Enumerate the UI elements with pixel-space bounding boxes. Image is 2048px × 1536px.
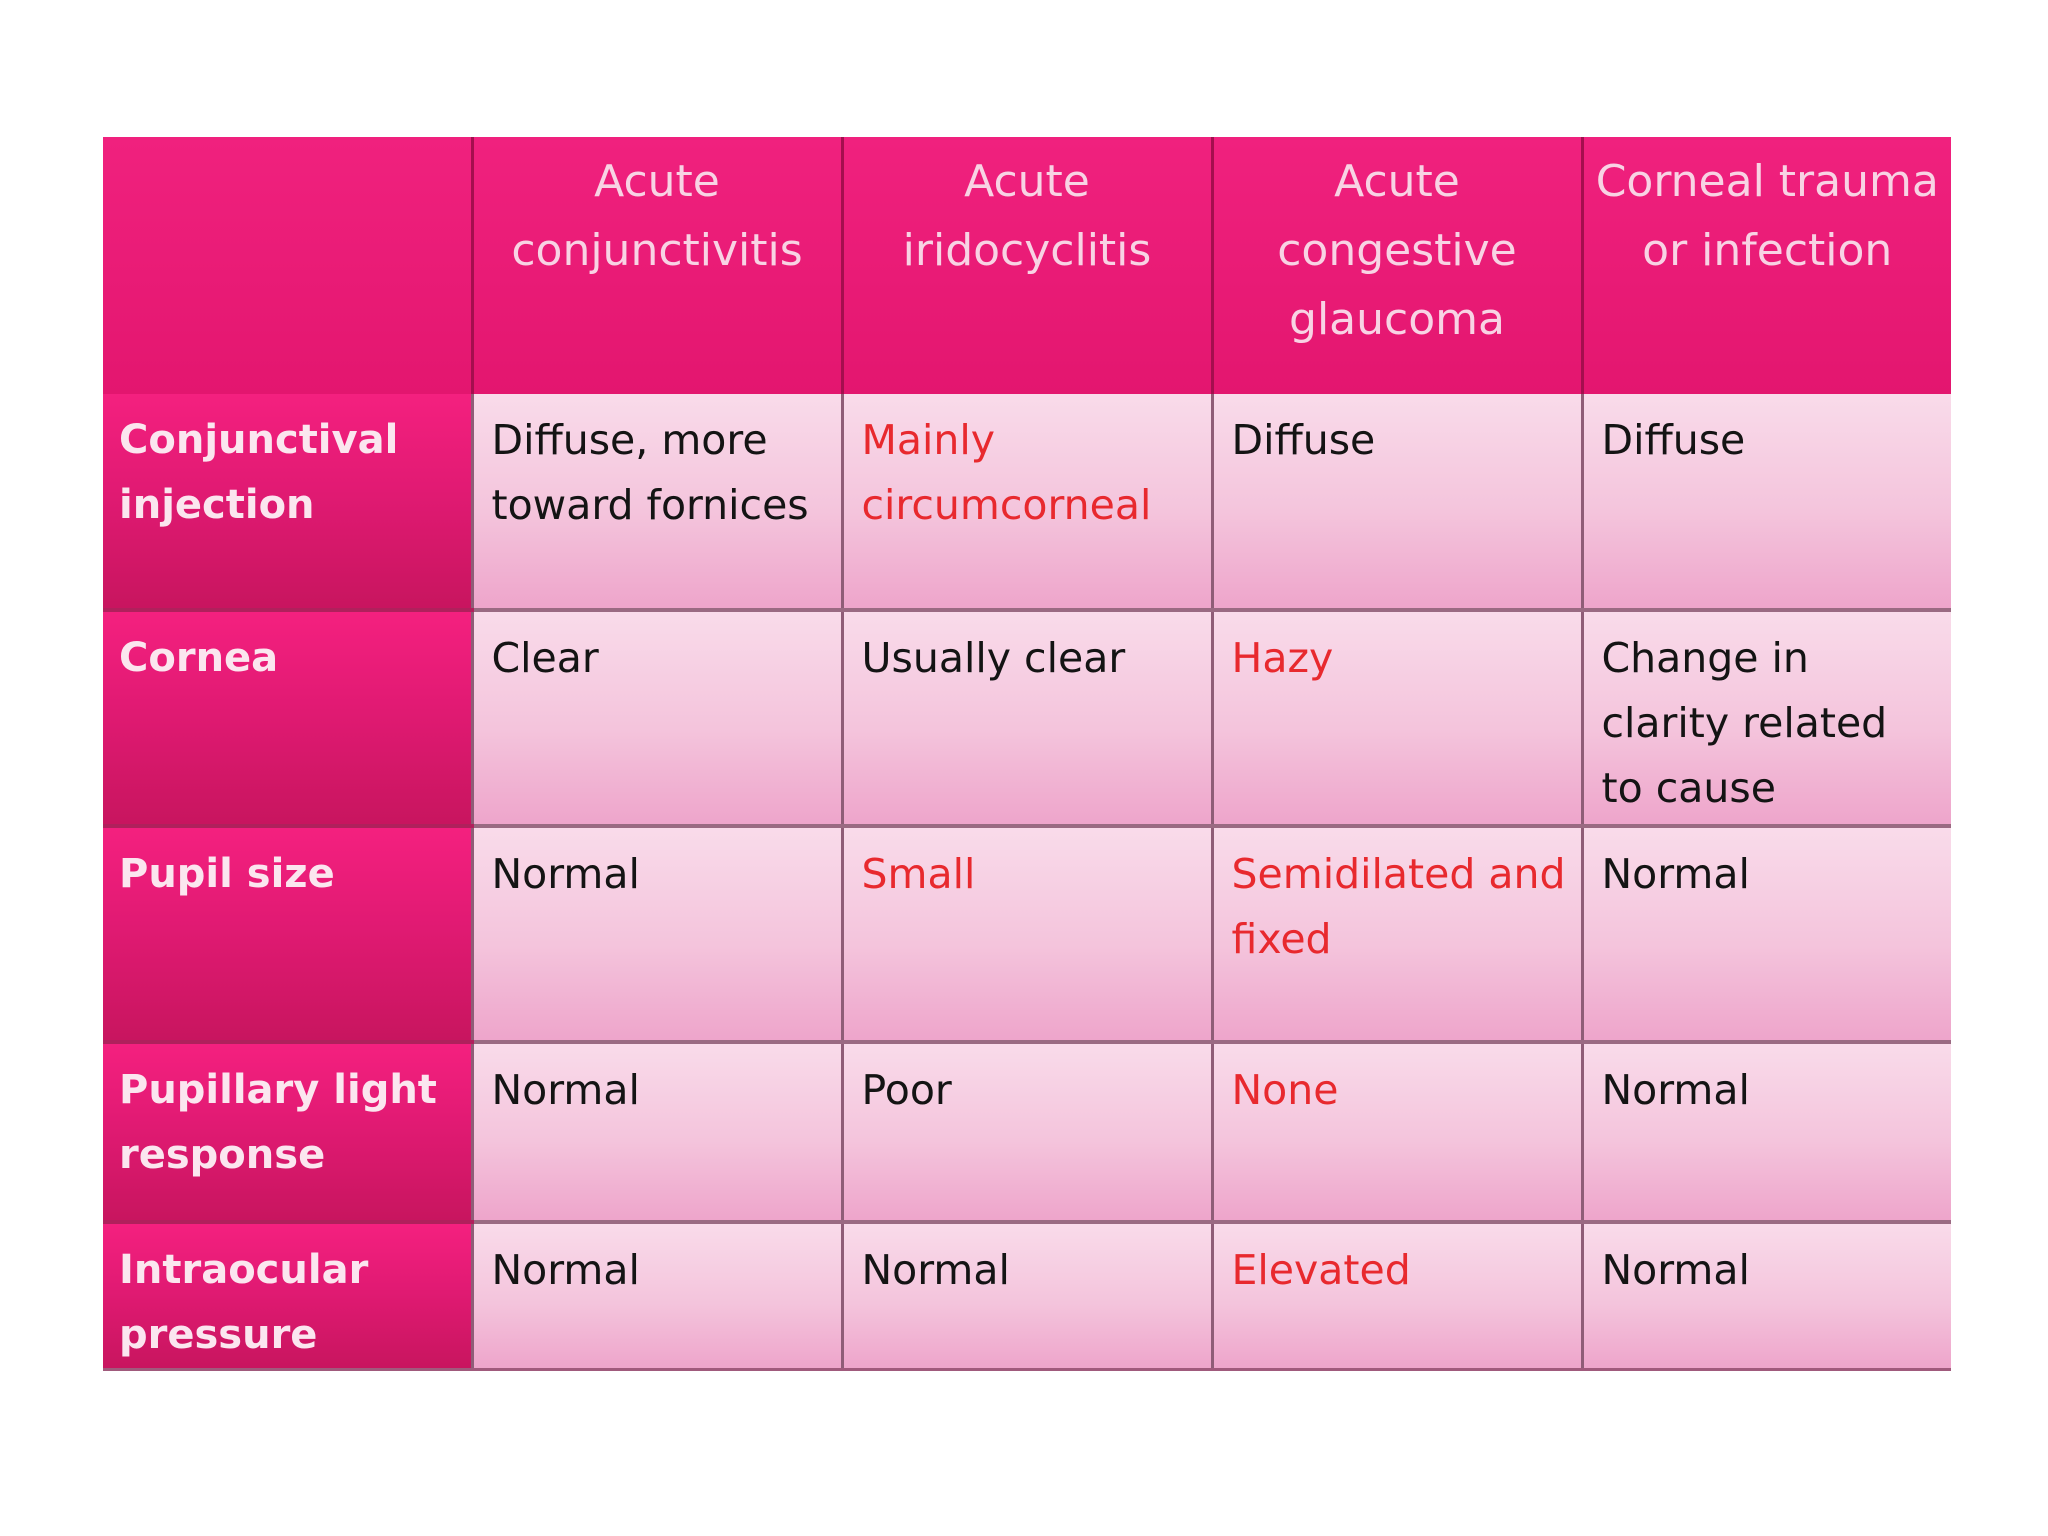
table-cell-highlighted: Semidilated and fixed — [1210, 824, 1582, 1042]
column-header-acute-conjunctivitis: Acute conjunctivitis — [470, 137, 842, 394]
table-row: Cornea Clear Usually clear Hazy Change i… — [103, 608, 1951, 826]
table-cell-highlighted: None — [1210, 1040, 1582, 1222]
table-cell-highlighted: Mainly circumcorneal — [840, 394, 1212, 610]
table-row: Pupillary light response Normal Poor Non… — [103, 1040, 1951, 1222]
table-cell-highlighted: Small — [840, 824, 1212, 1042]
table-cell: Normal — [840, 1220, 1212, 1371]
header-row: Acute conjunctivitis Acute iridocyclitis… — [103, 137, 1951, 394]
row-label-intraocular-pressure: Intraocular pressure — [103, 1220, 472, 1371]
table-cell: Diffuse — [1580, 394, 1951, 610]
table-row: Pupil size Normal Small Semidilated and … — [103, 824, 1951, 1042]
table-cell: Poor — [840, 1040, 1212, 1222]
table-cell: Normal — [1580, 824, 1951, 1042]
red-eye-comparison-table: Acute conjunctivitis Acute iridocyclitis… — [103, 137, 1951, 1371]
table-cell: Normal — [1580, 1040, 1951, 1222]
row-label-cornea: Cornea — [103, 608, 472, 826]
table-cell: Change in clarity related to cause — [1580, 608, 1951, 826]
table-cell: Normal — [1580, 1220, 1951, 1371]
row-label-conjunctival-injection: Conjunctival injection — [103, 394, 472, 610]
column-header-acute-congestive-glaucoma: Acute congestive glaucoma — [1210, 137, 1582, 394]
column-header-corneal-trauma-or-infection: Corneal trauma or infection — [1580, 137, 1951, 394]
table-row: Intraocular pressure Normal Normal Eleva… — [103, 1220, 1951, 1371]
row-label-pupil-size: Pupil size — [103, 824, 472, 1042]
table-cell: Normal — [470, 1040, 842, 1222]
header-corner — [103, 137, 472, 394]
table-cell-highlighted: Hazy — [1210, 608, 1582, 826]
table-cell: Diffuse, more toward fornices — [470, 394, 842, 610]
table-cell: Clear — [470, 608, 842, 826]
table-cell: Normal — [470, 824, 842, 1042]
table-row: Conjunctival injection Diffuse, more tow… — [103, 394, 1951, 610]
row-label-pupillary-light-response: Pupillary light response — [103, 1040, 472, 1222]
column-header-acute-iridocyclitis: Acute iridocyclitis — [840, 137, 1212, 394]
table-cell: Usually clear — [840, 608, 1212, 826]
comparison-table-container: Acute conjunctivitis Acute iridocyclitis… — [103, 137, 1951, 1371]
table-cell: Normal — [470, 1220, 842, 1371]
table-cell: Diffuse — [1210, 394, 1582, 610]
table-cell-highlighted: Elevated — [1210, 1220, 1582, 1371]
